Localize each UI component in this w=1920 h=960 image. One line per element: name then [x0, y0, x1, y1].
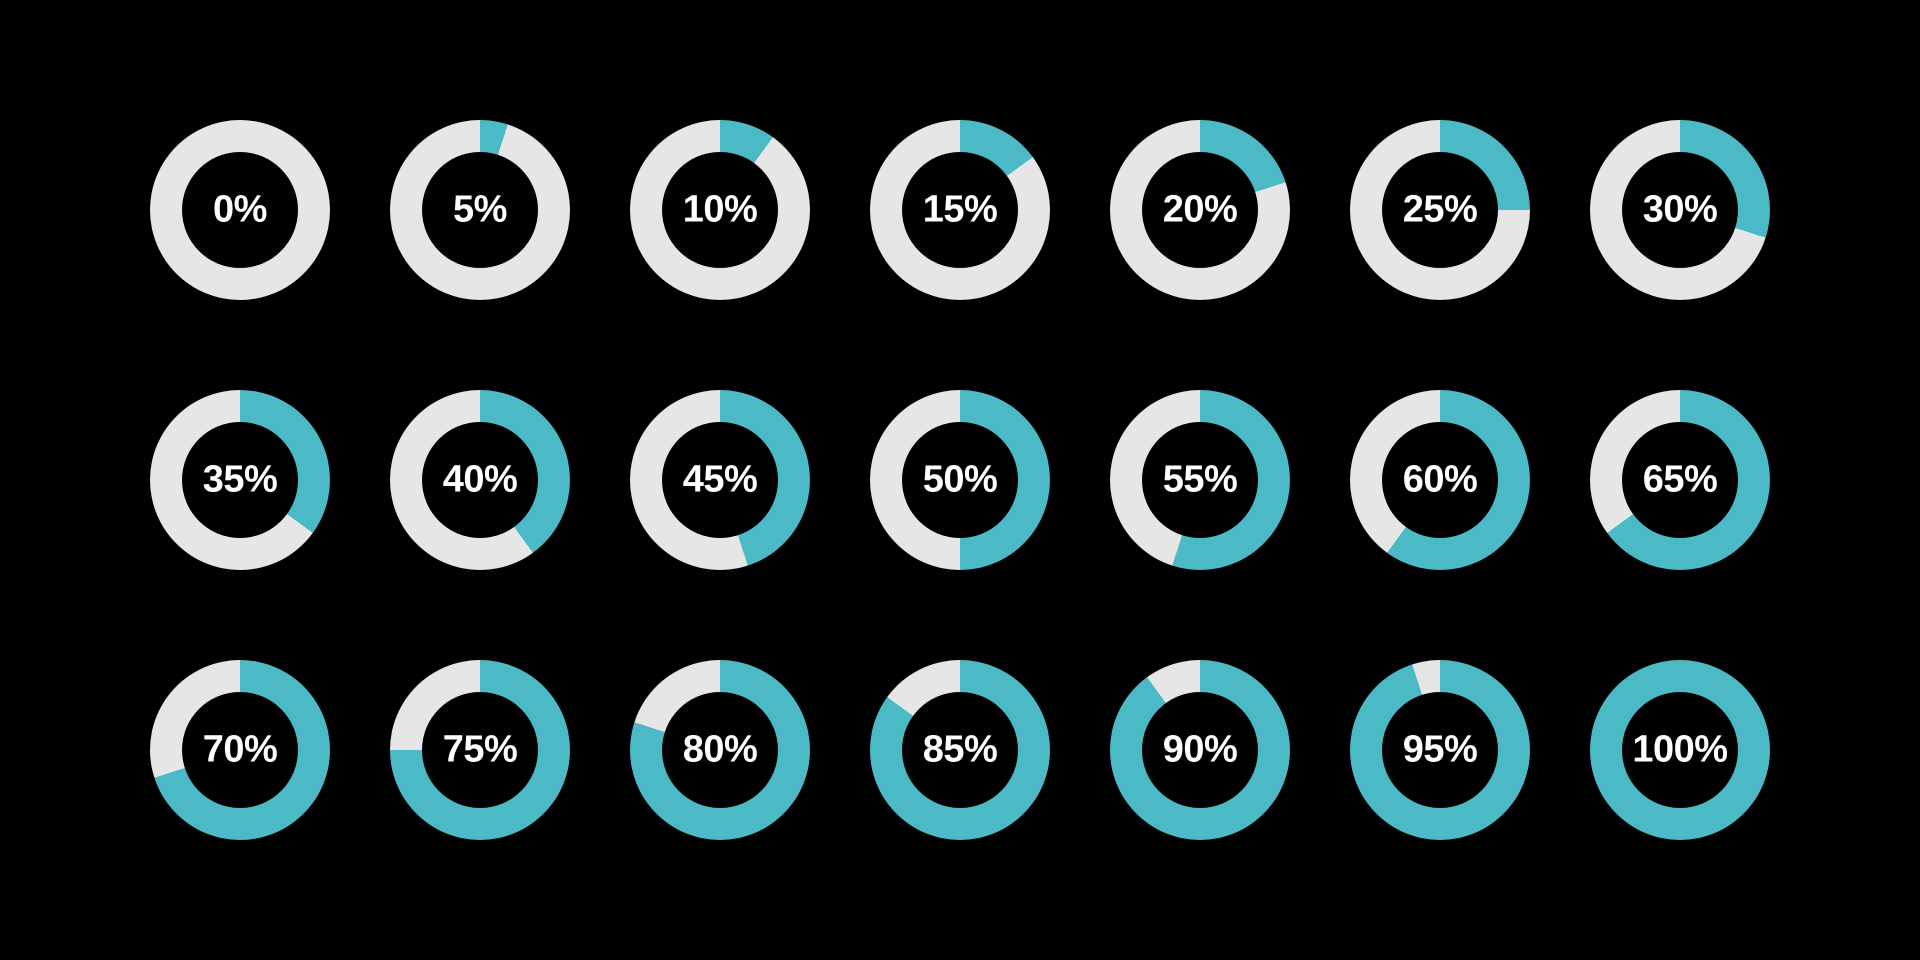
ring-cell: 40%	[390, 390, 570, 570]
ring-cell: 75%	[390, 660, 570, 840]
progress-ring: 0%	[150, 120, 330, 300]
ring-cell: 10%	[630, 120, 810, 300]
ring-cell: 50%	[870, 390, 1050, 570]
progress-ring: 10%	[630, 120, 810, 300]
progress-ring: 90%	[1110, 660, 1290, 840]
percentage-label: 70%	[203, 729, 278, 772]
ring-cell: 95%	[1350, 660, 1530, 840]
progress-ring: 50%	[870, 390, 1050, 570]
progress-ring: 85%	[870, 660, 1050, 840]
percentage-label: 60%	[1403, 459, 1478, 502]
percentage-label: 40%	[443, 459, 518, 502]
progress-ring: 30%	[1590, 120, 1770, 300]
percentage-ring-grid: 0% 5% 10% 15% 20% 25% 30% 35% 40% 45% 50% 55% 60% 65%…	[150, 120, 1770, 840]
ring-cell: 100%	[1590, 660, 1770, 840]
ring-cell: 65%	[1590, 390, 1770, 570]
ring-cell: 60%	[1350, 390, 1530, 570]
ring-cell: 30%	[1590, 120, 1770, 300]
canvas: 0% 5% 10% 15% 20% 25% 30% 35% 40% 45% 50% 55% 60% 65%…	[0, 0, 1920, 960]
ring-cell: 85%	[870, 660, 1050, 840]
progress-ring: 15%	[870, 120, 1050, 300]
percentage-label: 100%	[1632, 729, 1727, 772]
progress-ring: 100%	[1590, 660, 1770, 840]
percentage-label: 95%	[1403, 729, 1478, 772]
percentage-label: 25%	[1403, 189, 1478, 232]
ring-cell: 25%	[1350, 120, 1530, 300]
percentage-label: 15%	[923, 189, 998, 232]
progress-ring: 65%	[1590, 390, 1770, 570]
ring-cell: 5%	[390, 120, 570, 300]
progress-ring: 80%	[630, 660, 810, 840]
percentage-label: 80%	[683, 729, 758, 772]
progress-ring: 55%	[1110, 390, 1290, 570]
percentage-label: 55%	[1163, 459, 1238, 502]
progress-ring: 75%	[390, 660, 570, 840]
ring-cell: 70%	[150, 660, 330, 840]
percentage-label: 30%	[1643, 189, 1718, 232]
percentage-label: 45%	[683, 459, 758, 502]
percentage-label: 5%	[453, 189, 507, 232]
progress-ring: 70%	[150, 660, 330, 840]
progress-ring: 20%	[1110, 120, 1290, 300]
progress-ring: 95%	[1350, 660, 1530, 840]
ring-cell: 20%	[1110, 120, 1290, 300]
percentage-label: 10%	[683, 189, 758, 232]
progress-ring: 40%	[390, 390, 570, 570]
percentage-label: 0%	[213, 189, 267, 232]
percentage-label: 75%	[443, 729, 518, 772]
ring-cell: 35%	[150, 390, 330, 570]
percentage-label: 65%	[1643, 459, 1718, 502]
progress-ring: 45%	[630, 390, 810, 570]
ring-cell: 0%	[150, 120, 330, 300]
progress-ring: 60%	[1350, 390, 1530, 570]
ring-cell: 55%	[1110, 390, 1290, 570]
percentage-label: 90%	[1163, 729, 1238, 772]
ring-cell: 15%	[870, 120, 1050, 300]
ring-cell: 90%	[1110, 660, 1290, 840]
ring-cell: 45%	[630, 390, 810, 570]
progress-ring: 5%	[390, 120, 570, 300]
progress-ring: 25%	[1350, 120, 1530, 300]
progress-ring: 35%	[150, 390, 330, 570]
ring-cell: 80%	[630, 660, 810, 840]
percentage-label: 50%	[923, 459, 998, 502]
percentage-label: 35%	[203, 459, 278, 502]
percentage-label: 20%	[1163, 189, 1238, 232]
percentage-label: 85%	[923, 729, 998, 772]
